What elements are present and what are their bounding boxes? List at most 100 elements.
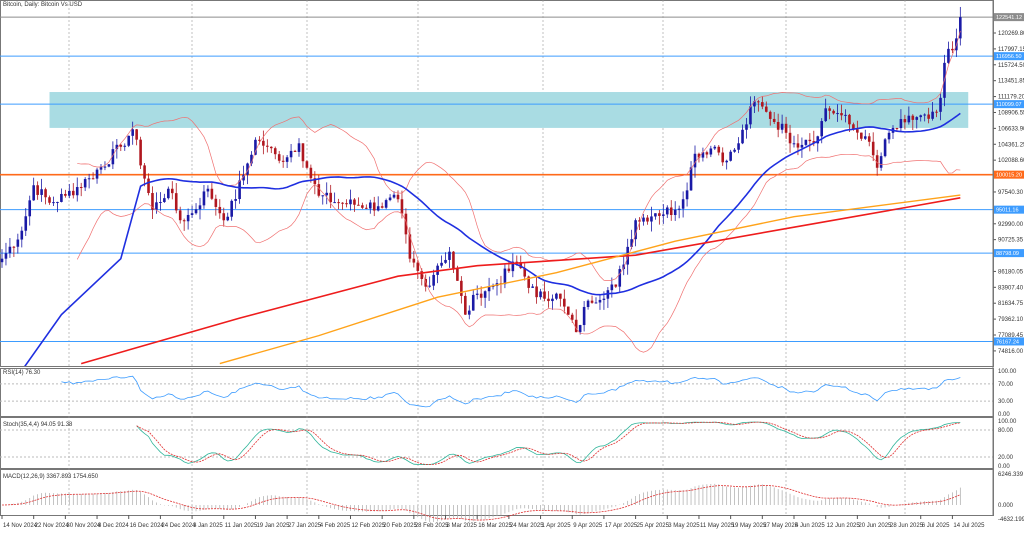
candle-body [12,246,16,248]
candle-body [669,207,673,216]
candle-body [349,199,352,205]
candle-body [262,140,265,146]
candle-body [749,106,752,125]
candle-body [460,280,463,296]
candle-body [174,193,178,211]
candle-body [899,119,903,129]
candle-body [883,139,887,157]
candle-body [111,149,115,165]
candle-body [432,274,435,286]
date-label: 22 Nov 2024 [35,523,70,529]
candle-body [658,213,661,216]
candle-body [951,48,954,51]
candle-body [452,251,455,269]
candle-body [357,204,360,206]
date-label: 14 Nov 2024 [3,523,38,529]
candle-body [753,101,756,107]
candle-body [511,261,515,272]
candle-body [959,17,962,39]
candle-body [305,161,309,168]
date-label: 16 Mar 2025 [478,523,512,529]
candle-body [519,262,523,269]
candle-body [194,209,198,214]
date-label: 9 Apr 2025 [573,523,603,529]
price-tick-label: 86180.05 [998,269,1024,275]
candle-body [321,195,325,197]
date-label: 12 Jun 2025 [827,523,861,529]
candle-body [582,306,586,326]
candle-body [428,285,431,287]
candle-body [677,208,681,210]
candle-body [804,139,808,145]
candle-body [578,325,582,333]
candle-body [907,115,911,123]
date-label: 27 May 2025 [763,523,798,529]
price-tick-label: 74816.00 [998,349,1024,355]
candle-body [705,152,709,155]
candle-body [610,284,614,291]
candle-body [729,151,732,161]
candle-body [277,154,281,161]
candle-body [867,136,871,142]
candle-body [412,258,416,263]
candle-body [879,156,883,168]
candle-body [875,155,879,168]
candle-body [780,123,784,130]
candle-body [871,141,875,156]
date-label: 12 Feb 2025 [351,523,385,529]
date-label: 8 Mar 2025 [447,523,478,529]
candle-body [792,143,796,145]
candle-body [681,199,685,209]
candle-body [380,206,384,208]
candle-body [586,300,590,307]
candle-body [776,121,780,130]
candle-body [40,189,43,195]
candle-body [186,214,190,222]
candle-body [931,111,934,119]
candle-body [852,124,855,130]
candle-body [83,179,87,188]
candle-body [444,259,447,263]
candle-body [701,152,705,158]
candle-body [123,145,127,147]
candle-body [115,144,119,150]
candle-body [503,268,507,285]
candle-body [915,117,919,120]
candle-body [863,136,867,139]
candle-body [733,149,736,152]
date-label: 19 Jan 2025 [256,523,290,529]
macd-signal-line [1,485,961,521]
candle-body [178,210,182,221]
candle-body [772,118,776,122]
date-label: 3 May 2025 [668,523,700,529]
candle-body [507,268,511,272]
candle-body [844,114,847,116]
date-label: 28 Feb 2025 [415,523,449,529]
candle-body [135,129,138,140]
candle-body [376,206,380,211]
candle-body [768,111,772,119]
candle-body [812,141,816,144]
candle-body [416,262,420,271]
date-label: 20 Jun 2025 [858,523,892,529]
candle-body [119,144,123,147]
candle-body [440,262,443,266]
candle-body [543,291,546,299]
candle-body [570,314,574,320]
rsi-tick-label: 0.00 [998,412,1010,418]
candle-body [91,178,95,180]
rsi-tick-label: 100.00 [998,369,1017,375]
candle-body [828,108,831,111]
price-tick-label: 97540.30 [998,190,1024,196]
candle-body [654,213,657,217]
candle-body [44,189,47,198]
candle-body [404,213,408,235]
rsi-tick-label: 70.00 [998,382,1014,388]
panel-frame [0,368,994,417]
candle-body [273,148,277,155]
candle-body [64,193,67,196]
candle-body [745,124,748,130]
candle-body [388,197,392,201]
level-label: 88798.09 [996,251,1019,257]
